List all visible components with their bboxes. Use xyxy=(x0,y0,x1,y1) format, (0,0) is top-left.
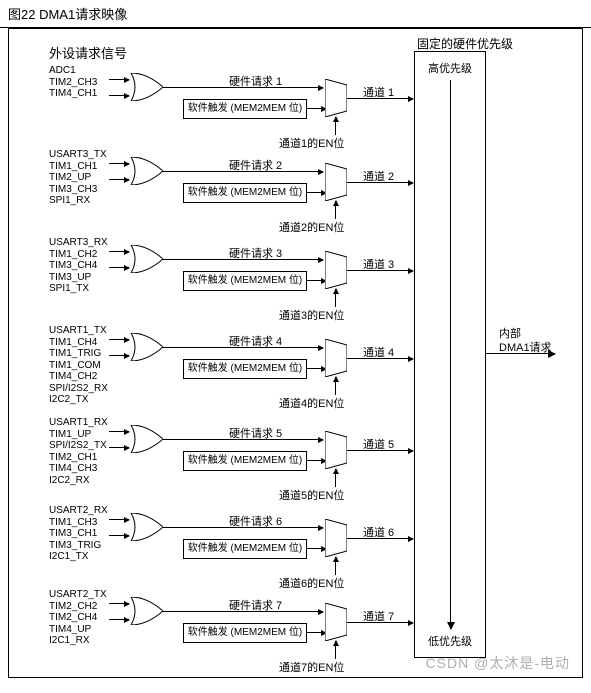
priority-arrow xyxy=(450,80,451,629)
src-arrow xyxy=(109,95,129,96)
src-arrow xyxy=(109,535,129,536)
src-arrow xyxy=(109,519,129,520)
hw-request-label: 硬件请求 7 xyxy=(229,597,282,613)
diagram-frame: 外设请求信号 固定的硬件优先级 高优先级 低优先级 内部 DMA1请求 ADC1… xyxy=(8,28,583,678)
channel-7: USART2_TXTIM2_CH2TIM2_CH4TIM4_UPI2C1_RX 硬… xyxy=(49,589,409,669)
source-list: USART2_TXTIM2_CH2TIM2_CH4TIM4_UPI2C1_RX xyxy=(49,589,107,647)
mux-icon xyxy=(325,251,347,289)
source-list: USART1_RXTIM1_UPSPI/I2S2_TXTIM2_CH1TIM4_… xyxy=(49,417,108,486)
src-arrow xyxy=(109,619,129,620)
sw-trigger-box: 软件触发 (MEM2MEM 位) xyxy=(183,539,307,559)
source-list: USART2_RXTIM1_CH3TIM3_CH1TIM3_TRIGI2C1_T… xyxy=(49,505,108,563)
mux-icon xyxy=(325,79,347,117)
src-arrow xyxy=(109,355,129,356)
channel-label: 通道 5 xyxy=(363,436,394,452)
priority-title: 固定的硬件优先级 xyxy=(417,35,513,52)
channel-label: 通道 6 xyxy=(363,524,394,540)
mux-icon xyxy=(325,339,347,377)
source-list: USART3_RXTIM1_CH2TIM3_CH4TIM3_UPSPI1_TX xyxy=(49,237,108,295)
src-arrow xyxy=(109,163,129,164)
channel-label: 通道 3 xyxy=(363,256,394,272)
enable-arrow xyxy=(335,469,336,487)
source-list: USART1_TXTIM1_CH4TIM1_TRIGTIM1_COMTIM4_C… xyxy=(49,325,108,406)
or-gate-icon xyxy=(129,425,163,453)
channel-3: USART3_RXTIM1_CH2TIM3_CH4TIM3_UPSPI1_TX 硬… xyxy=(49,237,409,317)
sw-trigger-line xyxy=(306,108,326,109)
enable-arrow xyxy=(335,117,336,135)
src-arrow xyxy=(109,339,129,340)
hw-request-label: 硬件请求 4 xyxy=(229,333,282,349)
priority-box: 高优先级 低优先级 xyxy=(414,51,486,658)
source-list: USART3_TXTIM1_CH1TIM2_UPTIM3_CH3SPI1_RX xyxy=(49,149,107,207)
channel-1: ADC1TIM2_CH3TIM4_CH1 硬件请求 1 软件触发 (MEM2MEM … xyxy=(49,65,409,145)
enable-label: 通道7的EN位 xyxy=(279,659,344,675)
sw-trigger-box: 软件触发 (MEM2MEM 位) xyxy=(183,183,307,203)
sw-trigger-line xyxy=(306,280,326,281)
channel-label: 通道 1 xyxy=(363,84,394,100)
src-arrow xyxy=(109,267,129,268)
enable-arrow xyxy=(335,557,336,575)
high-priority-label: 高优先级 xyxy=(415,60,485,76)
sw-trigger-box: 软件触发 (MEM2MEM 位) xyxy=(183,271,307,291)
channel-4: USART1_TXTIM1_CH4TIM1_TRIGTIM1_COMTIM4_C… xyxy=(49,325,409,405)
hw-request-label: 硬件请求 1 xyxy=(229,73,282,89)
sw-trigger-line xyxy=(306,632,326,633)
src-arrow xyxy=(109,79,129,80)
mux-icon xyxy=(325,163,347,201)
mux-icon xyxy=(325,519,347,557)
mux-icon xyxy=(325,431,347,469)
enable-arrow xyxy=(335,201,336,219)
enable-arrow xyxy=(335,377,336,395)
sw-trigger-box: 软件触发 (MEM2MEM 位) xyxy=(183,99,307,119)
channel-label: 通道 4 xyxy=(363,344,394,360)
sw-trigger-line xyxy=(306,548,326,549)
or-gate-icon xyxy=(129,157,163,185)
sw-trigger-box: 软件触发 (MEM2MEM 位) xyxy=(183,359,307,379)
src-arrow xyxy=(109,447,129,448)
sw-trigger-line xyxy=(306,192,326,193)
watermark: CSDN @太沐是-电动 xyxy=(426,653,570,673)
sw-trigger-box: 软件触发 (MEM2MEM 位) xyxy=(183,451,307,471)
enable-arrow xyxy=(335,641,336,659)
low-priority-label: 低优先级 xyxy=(415,633,485,649)
or-gate-icon xyxy=(129,513,163,541)
channel-2: USART3_TXTIM1_CH1TIM2_UPTIM3_CH3SPI1_RX 硬… xyxy=(49,149,409,229)
src-arrow xyxy=(109,431,129,432)
sw-trigger-line xyxy=(306,460,326,461)
enable-label: 通道4的EN位 xyxy=(279,395,344,411)
sw-trigger-line xyxy=(306,368,326,369)
src-arrow xyxy=(109,179,129,180)
hw-request-label: 硬件请求 2 xyxy=(229,157,282,173)
enable-label: 通道3的EN位 xyxy=(279,307,344,323)
hw-request-label: 硬件请求 3 xyxy=(229,245,282,261)
figure-title: 图22 DMA1请求映像 xyxy=(0,0,591,28)
hw-request-label: 硬件请求 5 xyxy=(229,425,282,441)
or-gate-icon xyxy=(129,245,163,273)
or-gate-icon xyxy=(129,597,163,625)
channel-label: 通道 7 xyxy=(363,608,394,624)
channel-5: USART1_RXTIM1_UPSPI/I2S2_TXTIM2_CH1TIM4_… xyxy=(49,417,409,497)
src-arrow xyxy=(109,251,129,252)
channel-6: USART2_RXTIM1_CH3TIM3_CH1TIM3_TRIGI2C1_T… xyxy=(49,505,409,585)
hw-request-label: 硬件请求 6 xyxy=(229,513,282,529)
enable-label: 通道2的EN位 xyxy=(279,219,344,235)
source-list: ADC1TIM2_CH3TIM4_CH1 xyxy=(49,65,97,100)
peripheral-title: 外设请求信号 xyxy=(49,43,127,62)
enable-arrow xyxy=(335,289,336,307)
mux-icon xyxy=(325,603,347,641)
channel-label: 通道 2 xyxy=(363,168,394,184)
sw-trigger-box: 软件触发 (MEM2MEM 位) xyxy=(183,623,307,643)
src-arrow xyxy=(109,603,129,604)
or-gate-icon xyxy=(129,73,163,101)
or-gate-icon xyxy=(129,333,163,361)
output-label: 内部 DMA1请求 xyxy=(499,327,552,356)
enable-label: 通道5的EN位 xyxy=(279,487,344,503)
